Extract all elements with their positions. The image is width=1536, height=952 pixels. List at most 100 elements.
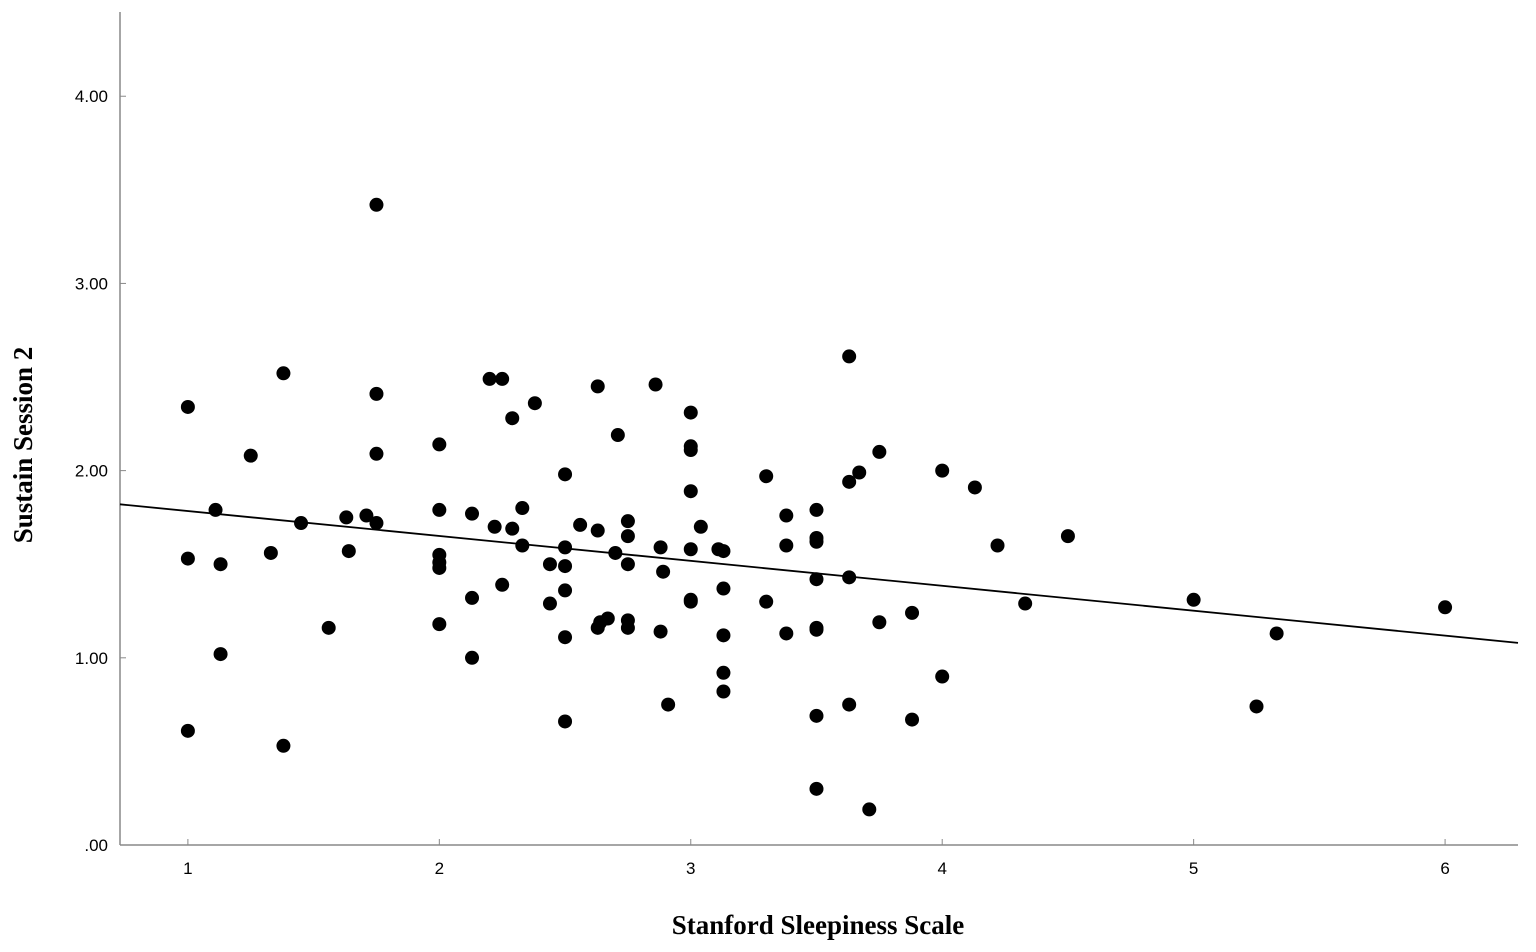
x-tick-label: 6: [1440, 859, 1449, 878]
data-point: [852, 465, 867, 480]
data-point: [590, 523, 605, 538]
data-point: [620, 620, 635, 635]
data-point: [321, 620, 336, 635]
data-point: [573, 517, 588, 532]
data-point: [716, 581, 731, 596]
data-point: [862, 802, 877, 817]
data-point: [558, 583, 573, 598]
data-point: [432, 560, 447, 575]
data-point: [505, 521, 520, 536]
data-point: [369, 446, 384, 461]
data-point: [683, 443, 698, 458]
data-point: [842, 474, 857, 489]
data-point: [432, 437, 447, 452]
x-tick-label: 2: [435, 859, 444, 878]
data-point: [693, 519, 708, 534]
data-point: [276, 366, 291, 381]
data-point: [656, 564, 671, 579]
data-point: [213, 557, 228, 572]
data-point: [905, 605, 920, 620]
x-tick-label: 3: [686, 859, 695, 878]
data-point: [339, 510, 354, 525]
data-point: [620, 514, 635, 529]
data-point: [542, 557, 557, 572]
data-point: [779, 508, 794, 523]
y-axis-title: Sustain Session 2: [8, 347, 38, 544]
data-point: [213, 647, 228, 662]
y-tick-label: 3.00: [75, 274, 108, 293]
y-tick-label: 2.00: [75, 462, 108, 481]
data-point: [610, 428, 625, 443]
data-point: [809, 534, 824, 549]
x-axis-title: Stanford Sleepiness Scale: [672, 910, 965, 940]
data-point: [180, 723, 195, 738]
data-point: [809, 502, 824, 517]
data-point: [465, 650, 480, 665]
data-point: [341, 544, 356, 559]
x-tick-label: 1: [183, 859, 192, 878]
data-point: [465, 590, 480, 605]
data-point: [542, 596, 557, 611]
data-point: [809, 781, 824, 796]
data-point: [495, 577, 510, 592]
data-point: [935, 669, 950, 684]
data-point: [967, 480, 982, 495]
data-point: [779, 538, 794, 553]
data-point: [515, 501, 530, 516]
data-point: [263, 545, 278, 560]
data-point: [558, 540, 573, 555]
x-ticks: 1 2 3 4 5 6: [183, 839, 1450, 878]
data-point: [558, 630, 573, 645]
data-point: [716, 684, 731, 699]
data-point: [872, 444, 887, 459]
data-point: [683, 405, 698, 420]
data-point: [716, 544, 731, 559]
data-point: [779, 626, 794, 641]
data-point: [369, 386, 384, 401]
data-point: [1269, 626, 1284, 641]
data-point: [495, 371, 510, 386]
data-point: [842, 697, 857, 712]
data-point: [1186, 592, 1201, 607]
data-point: [243, 448, 258, 463]
regression-fit-line: [119, 503, 1519, 644]
y-tick-label: .00: [84, 836, 108, 855]
data-point: [482, 371, 497, 386]
data-point: [809, 622, 824, 637]
data-point: [515, 538, 530, 553]
data-point: [683, 594, 698, 609]
data-point: [653, 540, 668, 555]
data-point: [369, 516, 384, 531]
data-point: [505, 411, 520, 426]
data-point: [180, 551, 195, 566]
data-point: [600, 611, 615, 626]
data-point: [527, 396, 542, 411]
data-point: [759, 469, 774, 484]
x-tick-label: 5: [1189, 859, 1198, 878]
data-point: [683, 542, 698, 557]
data-point: [558, 467, 573, 482]
data-point: [558, 559, 573, 574]
data-point: [653, 624, 668, 639]
data-point: [683, 484, 698, 499]
data-point: [465, 506, 480, 521]
y-tick-label: 4.00: [75, 87, 108, 106]
data-point: [432, 502, 447, 517]
data-point: [905, 712, 920, 727]
data-point: [180, 399, 195, 414]
data-point: [620, 557, 635, 572]
data-point: [359, 508, 374, 523]
data-point: [487, 519, 502, 534]
data-point: [809, 572, 824, 587]
data-point: [648, 377, 663, 392]
data-point: [716, 665, 731, 680]
data-point: [276, 738, 291, 753]
y-ticks: .00 1.00 2.00 3.00 4.00: [75, 87, 126, 855]
x-tick-label: 4: [937, 859, 946, 878]
data-point: [842, 349, 857, 364]
data-point: [1438, 600, 1453, 615]
data-points: [180, 197, 1453, 817]
data-point: [935, 463, 950, 478]
data-point: [1249, 699, 1264, 714]
